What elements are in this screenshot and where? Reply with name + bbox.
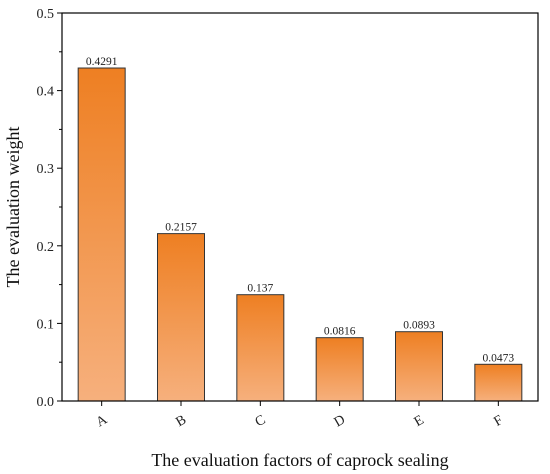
- data-labels-group: 0.4291 0.2157 0.137 0.0816 0.0893 0.0473: [86, 56, 515, 364]
- x-tick-label-E: E: [412, 413, 427, 430]
- plot-frame: [62, 13, 538, 401]
- bar-D: [316, 338, 363, 401]
- x-tick-label-A: A: [94, 412, 111, 430]
- y-axis: 0.0 0.1 0.2 0.3 0.4 0.5: [37, 7, 63, 410]
- data-label-E: 0.0893: [403, 320, 435, 332]
- x-tick-label-F: F: [491, 413, 505, 430]
- y-tick-label: 0.3: [37, 162, 55, 177]
- x-tick-label-B: B: [173, 413, 189, 431]
- y-tick-label: 0.4: [37, 85, 55, 100]
- x-axis-label: The evaluation factors of caprock sealin…: [151, 450, 448, 470]
- bar-B: [158, 234, 205, 401]
- data-label-A: 0.4291: [86, 56, 118, 68]
- x-axis: A B C D E F: [94, 401, 506, 430]
- x-tick-label-C: C: [253, 413, 269, 431]
- data-label-B: 0.2157: [165, 222, 197, 234]
- y-tick-label: 0.0: [37, 395, 55, 410]
- data-label-C: 0.137: [247, 283, 273, 295]
- data-label-F: 0.0473: [483, 352, 515, 364]
- bars-group: [78, 68, 522, 401]
- y-tick-label: 0.1: [37, 317, 55, 332]
- bar-E: [396, 332, 443, 401]
- y-axis-label: The evaluation weight: [3, 127, 23, 288]
- x-tick-label-D: D: [332, 412, 348, 430]
- data-label-D: 0.0816: [324, 326, 356, 338]
- bar-C: [237, 295, 284, 401]
- y-tick-label: 0.5: [37, 7, 55, 22]
- bar-F: [475, 364, 522, 401]
- y-tick-label: 0.2: [37, 240, 55, 255]
- bar-A: [78, 68, 125, 401]
